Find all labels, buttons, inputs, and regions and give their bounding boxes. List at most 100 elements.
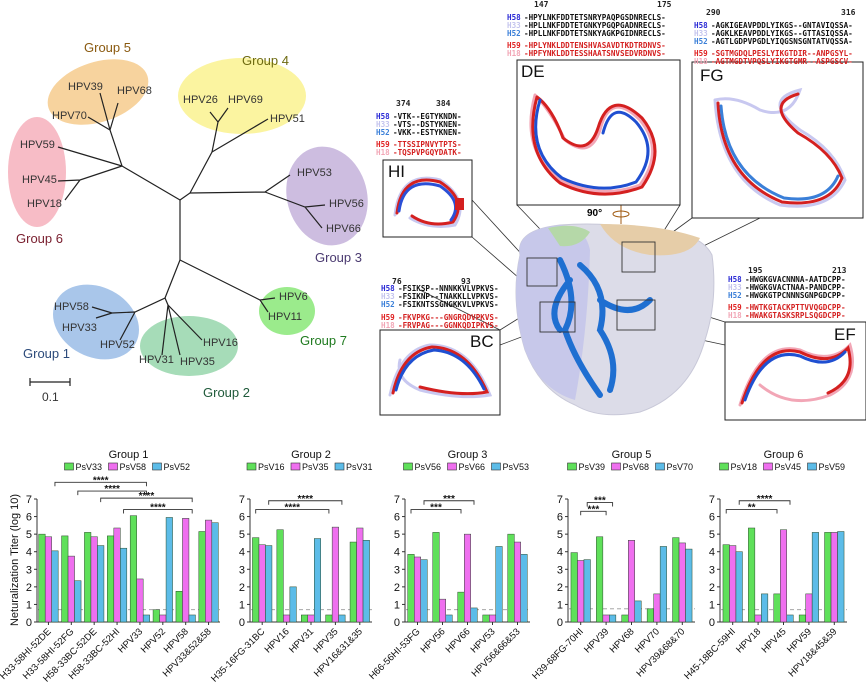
alignment-row-label: H59 bbox=[381, 313, 395, 322]
y-tick-label: 5 bbox=[557, 529, 563, 541]
leaf-hpv56: HPV56 bbox=[329, 198, 364, 210]
chart-title: Group 3 bbox=[448, 449, 488, 461]
residue-end-number: 213 bbox=[832, 266, 847, 275]
alignment-row-label: H33 bbox=[381, 292, 395, 301]
legend-label: PsV53 bbox=[503, 462, 530, 472]
alignment-sequence: -HWTKGTACKPTTVVQGDCPP- bbox=[745, 303, 846, 312]
leaf-hpv58: HPV58 bbox=[54, 301, 89, 313]
y-tick-label: 4 bbox=[557, 547, 563, 559]
bar bbox=[653, 593, 661, 623]
significance-bracket bbox=[100, 497, 193, 503]
bar bbox=[837, 531, 845, 623]
category-label: HPV39 bbox=[582, 626, 611, 655]
y-tick-label: 1 bbox=[557, 599, 563, 611]
category-label: HPV31 bbox=[287, 626, 316, 655]
group7-ellipse bbox=[259, 287, 315, 335]
y-tick-label: 2 bbox=[394, 582, 400, 594]
category-label: H35-16FG-31BC bbox=[209, 626, 267, 683]
leaf-hpv31: HPV31 bbox=[139, 354, 174, 366]
legend-swatch bbox=[246, 462, 257, 471]
category-label: HPV68 bbox=[608, 626, 637, 655]
bar bbox=[338, 614, 346, 623]
surface-tan-region bbox=[600, 224, 700, 256]
legend-label: PsV39 bbox=[579, 462, 606, 472]
y-tick-label: 2 bbox=[239, 582, 245, 594]
y-tick-label: 7 bbox=[239, 494, 245, 506]
bar bbox=[349, 541, 357, 623]
alignment-sequence: -TTSSIPNVYTPTS- bbox=[393, 140, 462, 149]
significance-bracket bbox=[725, 509, 778, 514]
leaf-hpv18: HPV18 bbox=[27, 198, 62, 210]
y-tick-label: 7 bbox=[26, 494, 32, 506]
bar bbox=[824, 532, 832, 623]
alignment-row-label: H59 bbox=[728, 303, 742, 312]
alignment-sequence: -HWGKGVACNNNA-AATDCPP- bbox=[745, 275, 846, 284]
group-label-7: Group 7 bbox=[300, 333, 347, 348]
y-tick-label: 7 bbox=[557, 494, 563, 506]
residue-start-number: 374 bbox=[396, 99, 411, 108]
bar bbox=[362, 540, 370, 623]
residue-start-number: 147 bbox=[534, 0, 549, 9]
y-tick-label: 2 bbox=[26, 582, 32, 594]
y-tick-label: 3 bbox=[26, 564, 32, 576]
bar bbox=[314, 538, 321, 623]
inset-label-fg: FG bbox=[700, 66, 724, 85]
alignment-row-label: H18 bbox=[694, 57, 708, 66]
legend-label: PsV16 bbox=[258, 462, 285, 472]
alignment-sequence: -SGTMGDQLPESLYIKGTDIR--ANPGSYL- bbox=[711, 49, 853, 58]
significance-label: **** bbox=[298, 494, 314, 505]
leaf-hpv69: HPV69 bbox=[228, 94, 263, 106]
bar bbox=[51, 550, 59, 623]
y-tick-label: 0 bbox=[709, 617, 715, 629]
bar bbox=[289, 586, 297, 623]
bar bbox=[786, 614, 794, 623]
y-tick-label: 7 bbox=[709, 494, 715, 506]
significance-bracket bbox=[738, 500, 791, 505]
alignment-row-label: H52 bbox=[381, 300, 395, 309]
alignment-row-label: H58 bbox=[376, 112, 390, 121]
significance-label: **** bbox=[285, 503, 301, 514]
inset-label-hi: HI bbox=[388, 162, 405, 181]
alignment-row-label: H59 bbox=[694, 49, 708, 58]
bar bbox=[84, 532, 92, 623]
significance-label: *** bbox=[443, 494, 455, 505]
bar bbox=[205, 519, 213, 623]
bar bbox=[198, 531, 206, 623]
leaf-hpv52: HPV52 bbox=[100, 339, 135, 351]
alignment-sequence: -FKVPKG---GNGRQDVPKVS- bbox=[398, 313, 499, 322]
alignment-sequence: -HPLYNKLDDTENSHVASAVDTKDTRDNVS- bbox=[524, 41, 666, 50]
bar bbox=[38, 533, 46, 623]
y-tick-label: 6 bbox=[26, 512, 32, 524]
legend-label: PsV31 bbox=[346, 462, 373, 472]
alignment-row-label: H52 bbox=[507, 29, 521, 38]
residue-start-number: 76 bbox=[392, 277, 402, 286]
bar bbox=[61, 535, 69, 623]
bar bbox=[602, 614, 610, 623]
y-tick-label: 3 bbox=[394, 564, 400, 576]
bar bbox=[182, 518, 190, 623]
bar bbox=[646, 608, 654, 623]
leaf-hpv59: HPV59 bbox=[20, 139, 55, 151]
alignment-row-label: H52 bbox=[376, 128, 390, 137]
alignment-row-label: H59 bbox=[376, 140, 390, 149]
alignment-row-label: H33 bbox=[694, 29, 708, 38]
legend-label: PsV35 bbox=[302, 462, 329, 472]
y-tick-label: 2 bbox=[709, 582, 715, 594]
significance-bracket bbox=[77, 490, 147, 496]
leaf-hpv53: HPV53 bbox=[297, 167, 332, 179]
bar bbox=[489, 614, 496, 623]
y-tick-label: 0 bbox=[26, 617, 32, 629]
category-label: HPV66 bbox=[444, 626, 473, 655]
category-label: HPV45 bbox=[760, 626, 789, 655]
bar bbox=[773, 593, 781, 623]
group1-ellipse bbox=[53, 284, 139, 360]
y-tick-label: 3 bbox=[709, 564, 715, 576]
chart-title: Group 2 bbox=[291, 449, 331, 461]
bar bbox=[464, 533, 471, 623]
alignment-sequence: -AGKLKEAVPDDLYIKGS--GTTASIQSSA- bbox=[711, 29, 853, 38]
legend-label: PsV45 bbox=[775, 462, 802, 472]
bar bbox=[811, 532, 819, 623]
residue-start-number: 195 bbox=[748, 266, 763, 275]
bar bbox=[678, 542, 686, 623]
bar bbox=[276, 529, 284, 623]
